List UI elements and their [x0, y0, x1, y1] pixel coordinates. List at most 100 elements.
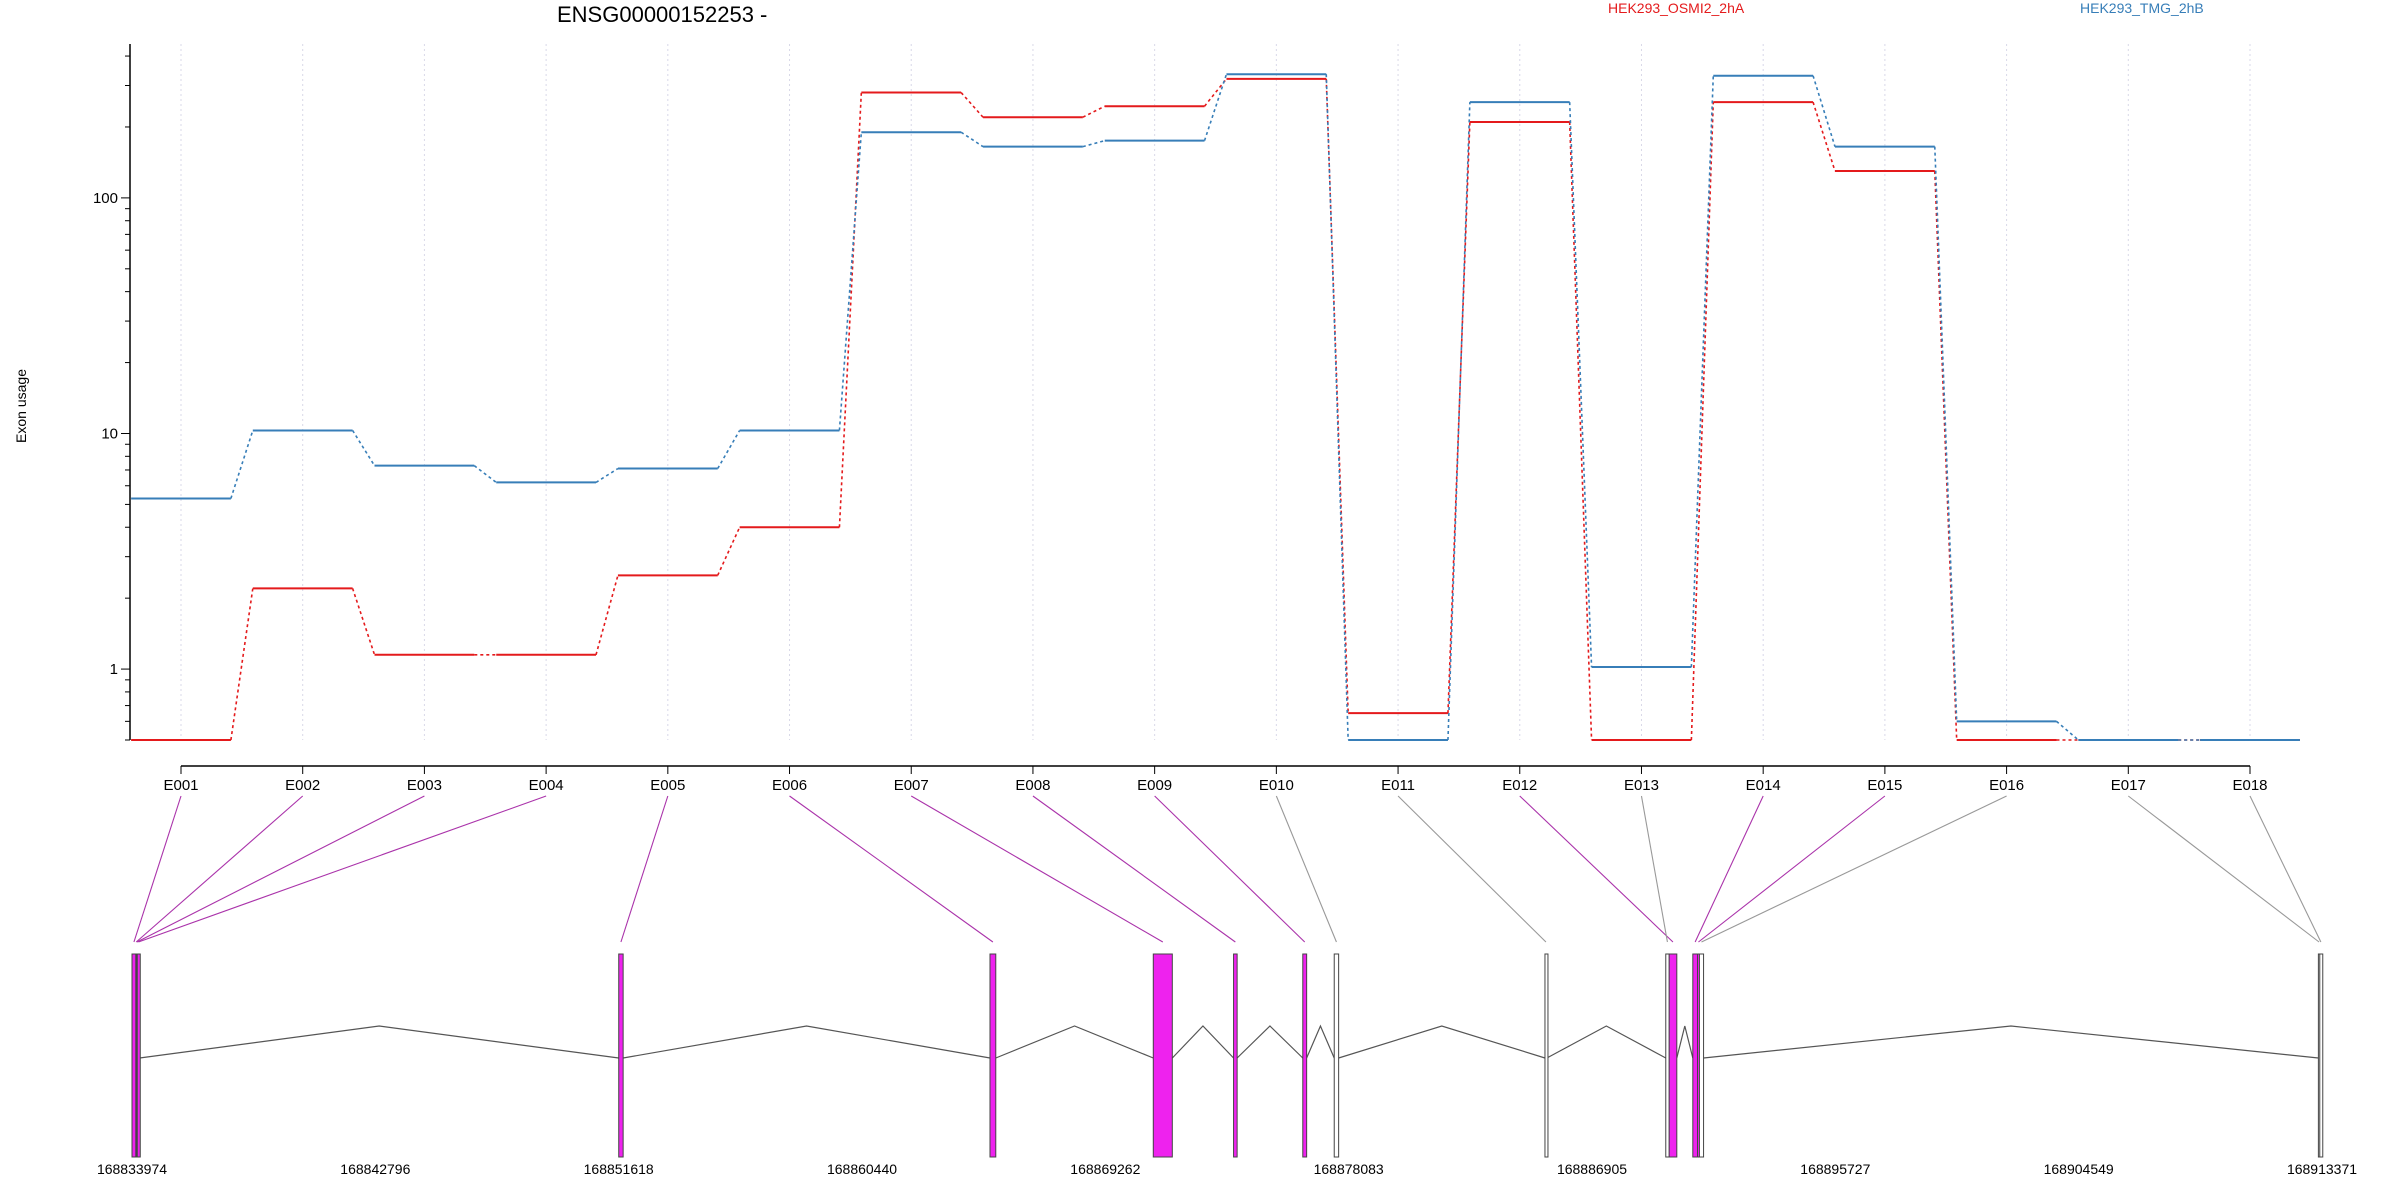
series-connector	[1690, 102, 1715, 741]
exon-connector	[135, 795, 304, 943]
x-tick-label: E004	[529, 777, 564, 794]
x-tick-label: E013	[1624, 777, 1659, 794]
intron-line	[139, 1025, 619, 1059]
exon-box	[1302, 953, 1308, 1158]
series-connector	[1812, 75, 1836, 147]
series-connector	[1082, 139, 1105, 148]
series-connector	[960, 92, 984, 118]
coordinate-label: 168860440	[827, 1161, 897, 1177]
y-tick-label: 100	[93, 190, 118, 207]
coordinate-label: 168869262	[1070, 1161, 1140, 1177]
x-tick-label: E015	[1867, 777, 1902, 794]
exon-connector	[138, 795, 547, 943]
exon-box	[1665, 953, 1670, 1158]
series-connector	[838, 92, 863, 528]
coordinate-label: 168833974	[97, 1161, 167, 1177]
exon-box	[131, 953, 137, 1158]
exon-box	[1668, 953, 1678, 1158]
series-connector	[716, 526, 741, 576]
x-tick-label: E012	[1502, 777, 1537, 794]
series-connector	[1812, 101, 1836, 172]
coordinate-label: 168878083	[1314, 1161, 1384, 1177]
intron-line	[1236, 1025, 1304, 1059]
exon-box	[1152, 953, 1173, 1158]
coordinate-label: 168913371	[2287, 1161, 2357, 1177]
series-connector	[473, 465, 497, 484]
series-connector	[595, 467, 619, 484]
exon-connectors	[133, 795, 2322, 943]
series-connector	[1447, 102, 1471, 741]
exon-connector	[1519, 795, 1674, 943]
gene-model: 168833974 168842796 168851618 168860440 1688…	[97, 953, 2357, 1177]
intron-line	[1306, 1024, 1335, 1059]
x-tick-label: E014	[1746, 777, 1781, 794]
exon-connector	[1640, 795, 1668, 943]
exon-connector	[1701, 795, 2007, 943]
series-connector	[351, 430, 376, 467]
series-connector	[1203, 73, 1228, 141]
exon-connector	[1397, 795, 1547, 943]
axes: 1 10 100 E001 E002 E003 E004 E005 E006 E007 E008 E0…	[93, 44, 2268, 794]
x-tick-label: E005	[650, 777, 685, 794]
series-connector	[1325, 74, 1349, 741]
series-lines	[131, 73, 2300, 741]
y-tick-label: 1	[110, 661, 118, 678]
intron-line	[1546, 1025, 1667, 1059]
intron-line	[1676, 1025, 1694, 1059]
x-tick-label: E018	[2232, 777, 2267, 794]
x-tick-label: E006	[772, 777, 807, 794]
exon-box	[2319, 953, 2324, 1158]
series-connector	[230, 430, 254, 499]
y-tick-label: 10	[101, 425, 118, 442]
y-axis-label: Exon usage	[13, 369, 29, 443]
coordinate-label: 168851618	[584, 1161, 654, 1177]
grid-lines	[180, 44, 2251, 740]
series-2	[131, 73, 2300, 741]
x-tick-label: E016	[1989, 777, 2024, 794]
series-connector	[1325, 78, 1349, 714]
x-tick-label: E003	[407, 777, 442, 794]
exon-box	[136, 953, 141, 1158]
exon-connector	[789, 795, 994, 943]
series-connector	[1690, 75, 1715, 668]
intron-line	[1338, 1025, 1546, 1059]
exon-box	[1233, 953, 1238, 1158]
exon-connector	[1032, 795, 1236, 943]
x-tick-label: E002	[285, 777, 320, 794]
series-connector	[1447, 121, 1471, 714]
series-connector	[2055, 720, 2079, 741]
series-connector	[1933, 146, 1958, 722]
intron-line	[1171, 1025, 1234, 1059]
exon-connector	[1698, 795, 1886, 943]
exon-box	[989, 953, 997, 1158]
exon-connector	[910, 795, 1164, 943]
x-tick-label: E009	[1137, 777, 1172, 794]
series-connector	[1082, 105, 1106, 118]
series-connector	[1933, 171, 1958, 741]
legend-entry-osmi: HEK293_OSMI2_2hA	[1608, 0, 1745, 16]
intron-line	[1703, 1025, 2319, 1059]
exon-connector	[2249, 795, 2322, 943]
exon-box	[1544, 953, 1549, 1158]
series-connector	[960, 131, 984, 148]
legend-entry-tmg: HEK293_TMG_2hB	[2080, 0, 2204, 16]
series-connector	[838, 132, 863, 431]
coordinate-label: 168904549	[2044, 1161, 2114, 1177]
exon-connector	[133, 795, 182, 943]
coordinate-label: 168842796	[340, 1161, 410, 1177]
series-connector	[595, 575, 619, 655]
exon-box	[1698, 953, 1705, 1158]
series-connector	[1568, 102, 1593, 668]
exon-connector	[620, 795, 669, 943]
coordinate-label: 168895727	[1800, 1161, 1870, 1177]
intron-line	[995, 1025, 1154, 1059]
chart-title: ENSG00000152253 -	[557, 2, 767, 27]
exon-box	[1692, 953, 1698, 1158]
coordinate-label: 168886905	[1557, 1161, 1627, 1177]
exon-connector	[2127, 795, 2320, 943]
exon-connector	[136, 795, 425, 943]
series-1	[131, 77, 2300, 741]
series-connector	[717, 430, 741, 469]
x-tick-label: E010	[1259, 777, 1294, 794]
x-tick-label: E001	[163, 777, 198, 794]
